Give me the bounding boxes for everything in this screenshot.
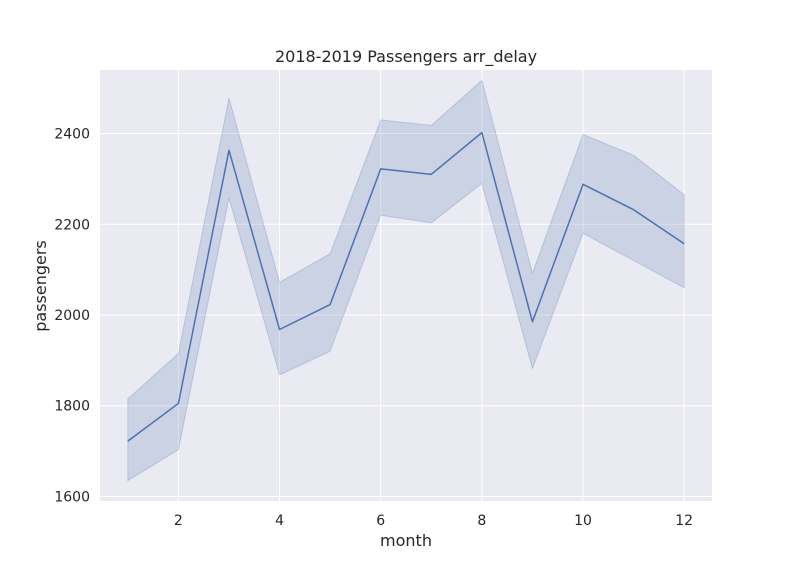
y-tick-label: 2400 xyxy=(54,127,90,143)
series-line-layer xyxy=(127,131,685,442)
grid-lines xyxy=(100,70,712,501)
confidence-band-layer xyxy=(127,79,685,482)
y-tick-label: 1800 xyxy=(54,399,90,415)
chart-title: 2018-2019 Passengers arr_delay xyxy=(275,47,537,67)
y-tick-label: 1600 xyxy=(54,489,90,505)
x-tick-label: 12 xyxy=(675,513,693,529)
x-tick-label: 6 xyxy=(376,513,385,529)
confidence-band xyxy=(127,79,685,482)
x-tick-label: 2 xyxy=(174,513,183,529)
y-axis-ticks: 1600 1800 2000 2200 2400 xyxy=(54,127,90,506)
x-tick-label: 8 xyxy=(477,513,486,529)
x-axis-label: month xyxy=(380,531,432,550)
y-tick-label: 2200 xyxy=(54,217,90,233)
x-tick-label: 4 xyxy=(275,513,284,529)
y-tick-label: 2000 xyxy=(54,308,90,324)
y-axis-label: passengers xyxy=(31,240,50,332)
x-axis-ticks: 2 4 6 8 10 12 xyxy=(174,513,693,529)
x-tick-label: 10 xyxy=(574,513,592,529)
series-line xyxy=(127,131,685,442)
